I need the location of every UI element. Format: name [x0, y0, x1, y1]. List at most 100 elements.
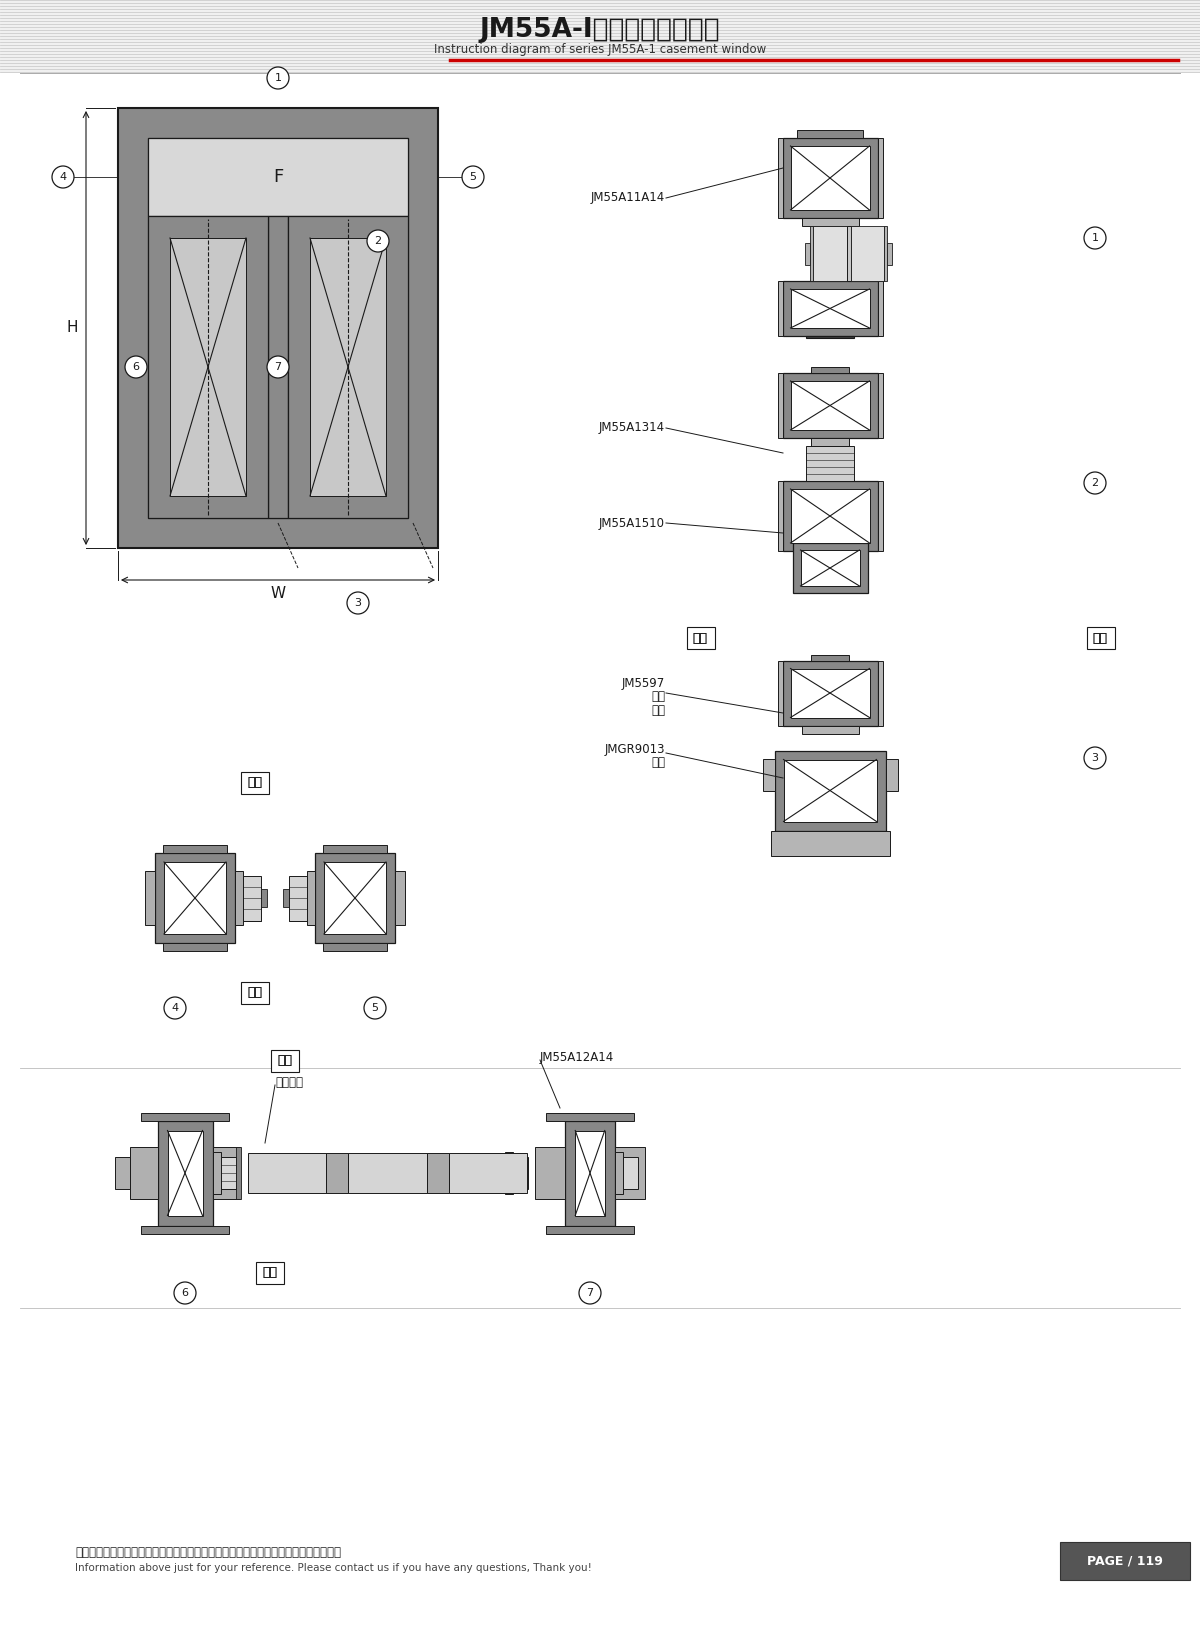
- Bar: [514, 1158, 528, 1188]
- Text: 5: 5: [469, 173, 476, 182]
- Bar: [235, 871, 242, 925]
- Text: 室内: 室内: [692, 632, 708, 645]
- Bar: [242, 876, 262, 920]
- Bar: [805, 243, 810, 264]
- Bar: [778, 138, 782, 218]
- Bar: [877, 282, 882, 335]
- Circle shape: [125, 357, 148, 378]
- Text: JM55A1314: JM55A1314: [599, 422, 665, 435]
- Bar: [118, 107, 438, 549]
- Text: 3: 3: [354, 597, 361, 607]
- Text: 室外: 室外: [247, 987, 263, 1000]
- Bar: [811, 438, 850, 446]
- Text: JM55A-I系列平开窗结构图: JM55A-I系列平开窗结构图: [480, 16, 720, 42]
- Text: JM55A1510: JM55A1510: [599, 516, 665, 529]
- Bar: [623, 1158, 637, 1188]
- Bar: [449, 1153, 527, 1193]
- Bar: [262, 889, 266, 907]
- Text: 室内: 室内: [277, 1055, 293, 1068]
- Bar: [148, 217, 268, 518]
- Text: 室外: 室外: [247, 987, 263, 1000]
- Bar: [811, 550, 850, 557]
- Text: JM55A12A14: JM55A12A14: [540, 1052, 614, 1065]
- Circle shape: [364, 996, 386, 1019]
- Text: 角码: 角码: [650, 690, 665, 703]
- Text: JM55A11A14: JM55A11A14: [590, 192, 665, 205]
- Bar: [324, 861, 386, 934]
- Bar: [614, 1146, 646, 1200]
- Bar: [810, 226, 814, 282]
- Bar: [535, 1146, 565, 1200]
- Bar: [241, 982, 269, 1004]
- Text: 7: 7: [587, 1288, 594, 1298]
- Text: 2: 2: [374, 236, 382, 246]
- Text: 室外: 室外: [263, 1267, 277, 1280]
- Bar: [614, 1153, 623, 1193]
- Bar: [877, 138, 882, 218]
- Text: PAGE / 119: PAGE / 119: [1087, 1555, 1163, 1568]
- Text: 3: 3: [1092, 754, 1098, 764]
- Bar: [212, 1153, 221, 1193]
- Bar: [170, 238, 246, 497]
- Bar: [806, 446, 853, 480]
- Text: 6: 6: [132, 361, 139, 373]
- Bar: [157, 1120, 212, 1226]
- Bar: [1087, 627, 1115, 650]
- Bar: [546, 1226, 634, 1234]
- Bar: [784, 760, 876, 822]
- Bar: [0, 0, 1200, 73]
- Bar: [1060, 1542, 1190, 1581]
- Bar: [271, 1050, 299, 1071]
- Bar: [310, 238, 386, 497]
- Text: 1: 1: [275, 73, 282, 83]
- Text: JM5597: JM5597: [622, 677, 665, 690]
- Bar: [283, 889, 289, 907]
- Bar: [877, 373, 882, 438]
- Bar: [142, 1226, 229, 1234]
- Bar: [886, 759, 898, 791]
- Bar: [791, 147, 870, 210]
- Bar: [791, 488, 870, 544]
- Bar: [348, 1153, 426, 1193]
- Bar: [877, 661, 882, 726]
- Text: Information above just for your reference. Please contact us if you have any que: Information above just for your referenc…: [74, 1563, 592, 1573]
- Bar: [168, 1130, 203, 1216]
- Bar: [164, 861, 226, 934]
- Bar: [142, 1112, 229, 1120]
- Bar: [800, 550, 859, 586]
- Bar: [811, 366, 850, 373]
- Bar: [814, 226, 847, 282]
- Bar: [307, 871, 314, 925]
- Text: 窗撑: 窗撑: [650, 703, 665, 716]
- Bar: [774, 751, 886, 830]
- Bar: [778, 373, 782, 438]
- Text: 室外: 室外: [1092, 632, 1108, 645]
- Bar: [770, 830, 889, 855]
- Bar: [791, 381, 870, 430]
- Circle shape: [52, 166, 74, 187]
- Text: 4: 4: [60, 173, 66, 182]
- Bar: [323, 845, 386, 853]
- Bar: [802, 726, 858, 734]
- Text: 室内: 室内: [692, 632, 708, 645]
- Bar: [791, 290, 870, 327]
- Circle shape: [347, 593, 370, 614]
- Bar: [762, 759, 774, 791]
- Text: H: H: [66, 321, 78, 335]
- Circle shape: [266, 67, 289, 90]
- Bar: [851, 226, 884, 282]
- Bar: [792, 544, 868, 593]
- Bar: [797, 130, 863, 138]
- Bar: [782, 282, 877, 335]
- Bar: [235, 1146, 240, 1200]
- Bar: [782, 138, 877, 218]
- Bar: [782, 373, 877, 438]
- Text: JMGR9013: JMGR9013: [605, 744, 665, 757]
- Text: 1: 1: [1092, 233, 1098, 243]
- Bar: [288, 217, 408, 518]
- Bar: [130, 1146, 157, 1200]
- Bar: [148, 138, 408, 518]
- Bar: [575, 1130, 605, 1216]
- Bar: [145, 871, 155, 925]
- Bar: [791, 669, 870, 718]
